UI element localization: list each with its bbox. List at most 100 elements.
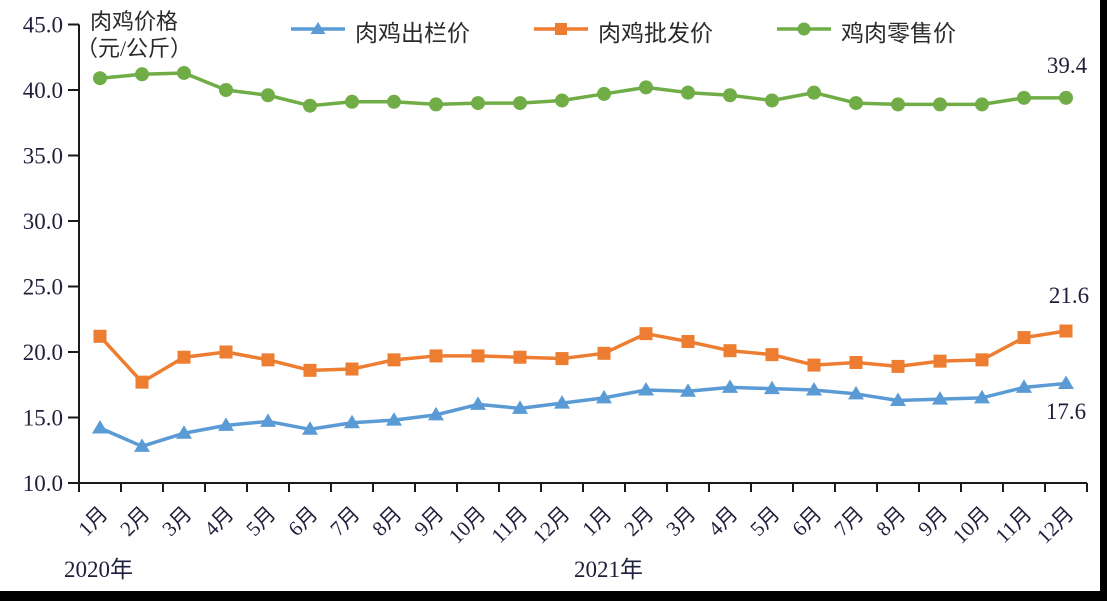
data-point-marker xyxy=(471,96,485,111)
data-point-marker xyxy=(387,94,401,109)
y-tick-label: 40.0 xyxy=(23,78,63,103)
data-point-marker xyxy=(1017,90,1031,105)
y-tick-label: 15.0 xyxy=(23,406,63,431)
legend-item-wholesale: 肉鸡批发价 xyxy=(534,14,713,48)
data-point-marker xyxy=(807,358,821,372)
data-point-marker xyxy=(681,335,695,349)
x-tick-label: 1月 xyxy=(73,502,112,541)
data-point-marker xyxy=(260,413,276,427)
data-point-marker xyxy=(555,352,569,366)
x-tick-label: 9月 xyxy=(913,502,952,541)
retail-end-value-label: 39.4 xyxy=(1046,53,1088,78)
bottom-border-bar xyxy=(0,591,1107,601)
x-tick-label: 11月 xyxy=(486,502,532,548)
data-point-marker xyxy=(1058,375,1074,389)
data-point-marker xyxy=(429,349,443,363)
data-point-marker xyxy=(345,94,359,109)
year-label: 2020年 xyxy=(64,557,133,582)
data-point-marker xyxy=(1059,324,1073,338)
chart-title-line1: 肉鸡价格 xyxy=(89,9,178,34)
data-point-marker xyxy=(135,67,149,82)
data-point-marker xyxy=(597,346,611,360)
data-point-marker xyxy=(849,355,863,369)
data-point-marker xyxy=(638,381,654,396)
data-point-marker xyxy=(1017,331,1031,345)
retail-line-marker-icon xyxy=(777,20,831,43)
legend-item-farmgate: 肉鸡出栏价 xyxy=(291,14,470,48)
x-tick-label: 11月 xyxy=(990,502,1036,548)
data-point-marker xyxy=(344,414,360,429)
data-point-marker xyxy=(848,385,864,400)
data-point-marker xyxy=(345,362,359,376)
data-point-marker xyxy=(849,96,863,111)
legend-item-retail: 鸡肉零售价 xyxy=(777,14,956,48)
x-tick-label: 9月 xyxy=(409,502,448,541)
data-point-marker xyxy=(470,396,486,410)
x-tick-label: 8月 xyxy=(367,502,406,541)
wholesale-line-marker-icon xyxy=(534,20,588,43)
series-line xyxy=(98,71,1068,108)
data-point-marker xyxy=(1059,90,1073,105)
y-tick-label: 45.0 xyxy=(23,13,63,38)
data-point-marker xyxy=(177,350,191,364)
data-point-marker xyxy=(764,380,780,395)
x-tick-label: 1月 xyxy=(577,502,616,541)
data-point-marker xyxy=(554,395,570,409)
data-point-marker xyxy=(93,329,107,343)
x-tick-label: 3月 xyxy=(157,502,196,541)
legend: 肉鸡出栏价 肉鸡批发价 鸡肉零售价 xyxy=(291,14,956,48)
x-tick-label: 5月 xyxy=(241,502,280,541)
data-point-marker xyxy=(303,98,317,113)
x-tick-label: 4月 xyxy=(703,502,742,541)
chicken-retail-price-series xyxy=(93,65,1073,113)
x-tick-label: 12月 xyxy=(1032,502,1079,549)
series-line xyxy=(98,381,1068,449)
y-tick-label: 35.0 xyxy=(23,144,63,169)
x-tick-label: 3月 xyxy=(661,502,700,541)
data-point-marker xyxy=(387,353,401,367)
data-point-marker xyxy=(92,419,108,434)
y-tick-label: 20.0 xyxy=(23,340,63,365)
data-point-marker xyxy=(134,438,150,452)
x-tick-label: 2月 xyxy=(115,502,154,541)
data-point-marker xyxy=(177,65,191,80)
data-point-marker xyxy=(219,83,233,97)
chart-title: 肉鸡价格 （元/公斤） xyxy=(46,8,222,62)
data-point-marker xyxy=(513,350,527,364)
data-point-marker xyxy=(513,96,527,111)
data-point-marker xyxy=(93,71,107,86)
year-label: 2021年 xyxy=(574,557,643,582)
legend-label: 肉鸡批发价 xyxy=(598,21,713,46)
data-point-marker xyxy=(723,344,737,358)
x-tick-label: 4月 xyxy=(199,502,238,541)
x-tick-label: 2月 xyxy=(619,502,658,541)
data-point-marker xyxy=(639,327,653,341)
right-border-bar xyxy=(1100,0,1107,601)
data-point-marker xyxy=(975,353,989,367)
data-point-marker xyxy=(890,392,906,406)
data-point-marker xyxy=(386,412,402,426)
data-point-marker xyxy=(680,383,696,397)
data-point-marker xyxy=(681,85,695,100)
data-point-marker xyxy=(722,379,738,393)
data-point-marker xyxy=(723,88,737,103)
farmgate-line-marker-icon xyxy=(291,20,345,43)
data-point-marker xyxy=(512,400,528,414)
data-point-marker xyxy=(765,93,779,108)
data-point-marker xyxy=(303,363,317,377)
x-tick-label: 7月 xyxy=(829,502,868,541)
series-line xyxy=(98,329,1068,384)
data-point-marker xyxy=(1016,379,1032,393)
legend-label: 肉鸡出栏价 xyxy=(355,21,470,46)
y-tick-label: 25.0 xyxy=(23,275,63,300)
data-point-marker xyxy=(807,85,821,100)
chart-title-line2: （元/公斤） xyxy=(75,36,193,61)
data-point-marker xyxy=(932,391,948,405)
broiler-wholesale-price-series xyxy=(93,324,1073,389)
data-point-marker xyxy=(219,345,233,359)
x-tick-label: 6月 xyxy=(283,502,322,541)
data-point-marker xyxy=(555,93,569,108)
data-point-marker xyxy=(429,97,443,112)
data-point-marker xyxy=(218,417,234,431)
